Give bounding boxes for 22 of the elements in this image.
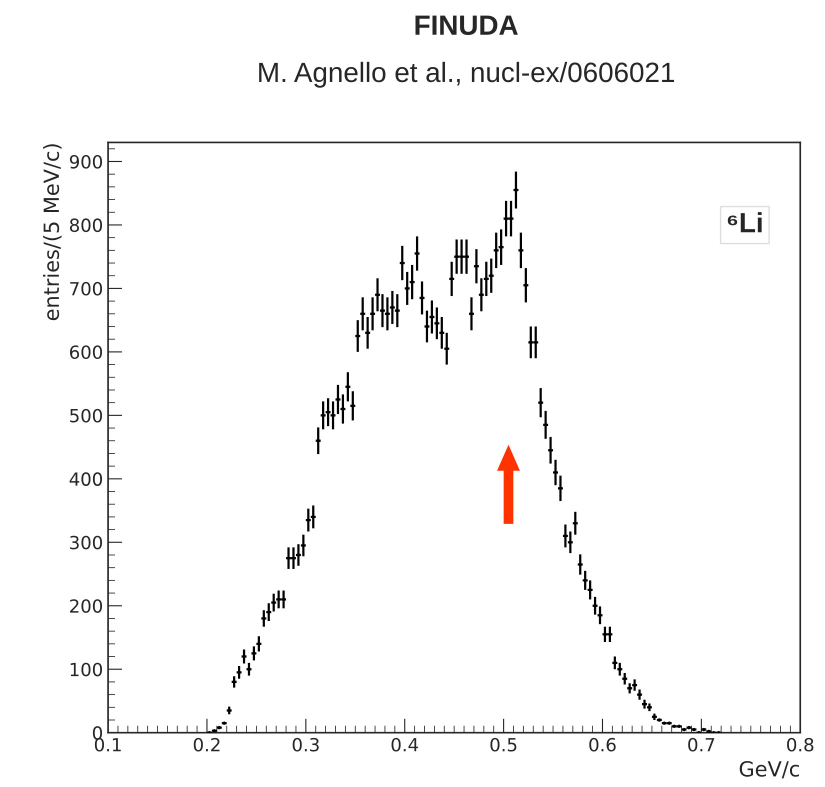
y-tick-label: 300 — [70, 536, 102, 550]
chart-subtitle: M. Agnello et al., nucl-ex/0606021 — [259, 62, 674, 88]
x-tick-label: 0.1 — [94, 738, 121, 752]
y-tick-label: 900 — [70, 154, 102, 169]
x-tick-label: 0.3 — [292, 738, 319, 752]
x-tick-label: 0.5 — [490, 738, 516, 752]
x-axis-title: GeV/c — [740, 760, 799, 778]
y-tick-label: 600 — [70, 345, 102, 360]
y-axis-title: entries/(5 MeV/c) — [43, 144, 62, 320]
y-tick-label: 200 — [70, 599, 102, 613]
x-tick-label: 0.4 — [392, 738, 418, 752]
y-tick-label: 800 — [70, 218, 102, 232]
annotation: ⁶Li — [728, 212, 762, 232]
y-tick-label: 500 — [70, 408, 102, 422]
y-tick-label: 100 — [70, 662, 102, 676]
y-tick-label: 400 — [70, 472, 102, 486]
x-tick-label: 0.7 — [688, 738, 714, 752]
chart-title: FINUDA — [416, 16, 518, 35]
y-tick-label: 700 — [70, 282, 102, 296]
x-tick-label: 0.6 — [589, 738, 616, 752]
x-tick-label: 0.8 — [787, 738, 814, 752]
x-tick-label: 0.2 — [194, 738, 220, 752]
